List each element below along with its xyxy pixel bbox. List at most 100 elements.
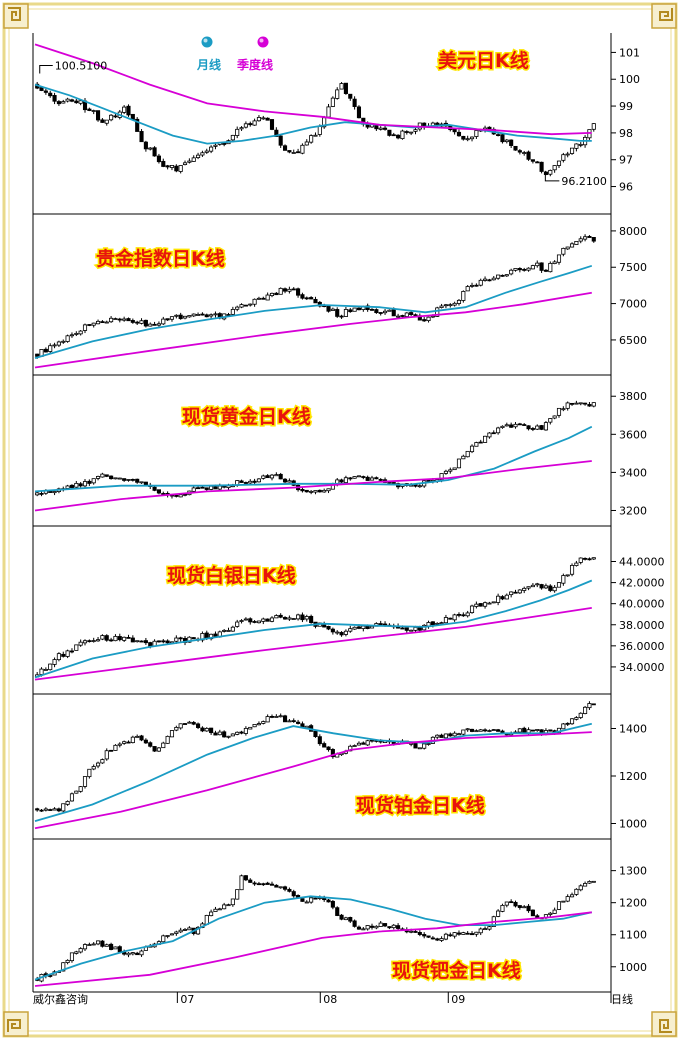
candle-up bbox=[43, 669, 48, 671]
candle-down bbox=[400, 627, 405, 630]
candle-down bbox=[222, 731, 227, 738]
candle-up bbox=[465, 450, 470, 458]
candle-down bbox=[139, 131, 144, 143]
legend-dot bbox=[257, 36, 269, 48]
candle-up bbox=[122, 106, 127, 113]
candle-down bbox=[430, 621, 435, 626]
candle-down bbox=[539, 425, 544, 430]
candle-up bbox=[583, 236, 588, 240]
candle-up bbox=[122, 741, 127, 744]
candle-up bbox=[369, 477, 375, 481]
candle-down bbox=[478, 603, 483, 607]
candle-up bbox=[461, 932, 466, 935]
candle-down bbox=[300, 898, 305, 902]
candle-down bbox=[487, 279, 492, 282]
candle-up bbox=[91, 478, 96, 484]
candle-down bbox=[52, 95, 57, 102]
candle-up bbox=[217, 485, 222, 490]
y-tick-label: 101 bbox=[619, 46, 640, 59]
candle-up bbox=[561, 154, 566, 161]
candle-down bbox=[282, 617, 288, 620]
candle-up bbox=[352, 476, 357, 479]
candle-up bbox=[383, 310, 388, 314]
candle-down bbox=[100, 940, 105, 947]
candle-up bbox=[404, 312, 409, 317]
y-tick-label: 97 bbox=[619, 154, 633, 167]
candle-up bbox=[48, 345, 53, 352]
candle-down bbox=[100, 119, 105, 123]
series-line-monthly bbox=[34, 264, 593, 359]
candle-down bbox=[526, 905, 531, 912]
panel-3: 44.0000 42.0000 40.0000 38.0000 36.0000 34.00… bbox=[33, 556, 665, 695]
candle-up bbox=[522, 906, 527, 909]
candle-down bbox=[461, 135, 466, 140]
y-tick-label: 7000 bbox=[619, 298, 647, 311]
panel-title: 现货钯金日K线 bbox=[392, 959, 521, 982]
candle-up bbox=[574, 562, 579, 566]
candle-up bbox=[530, 584, 535, 588]
candle-up bbox=[226, 630, 231, 632]
candle-up bbox=[369, 625, 375, 629]
candle-up bbox=[230, 626, 235, 632]
y-tick-label: 3400 bbox=[619, 466, 647, 479]
candle-down bbox=[248, 123, 253, 126]
candle-down bbox=[478, 441, 483, 444]
candle-up bbox=[569, 718, 575, 725]
candle-down bbox=[374, 477, 379, 480]
candle-up bbox=[535, 425, 540, 430]
candle-down bbox=[326, 305, 331, 312]
candle-up bbox=[65, 335, 70, 342]
candle-up bbox=[126, 952, 131, 956]
candle-down bbox=[513, 591, 518, 594]
candle-down bbox=[48, 975, 53, 977]
candle-up bbox=[213, 313, 218, 316]
candle-up bbox=[56, 653, 61, 661]
candle-down bbox=[265, 618, 270, 622]
candle-down bbox=[543, 269, 548, 272]
candle-up bbox=[161, 742, 166, 749]
candle-down bbox=[87, 480, 92, 484]
candle-up bbox=[91, 322, 96, 326]
candle-up bbox=[465, 728, 470, 731]
candle-up bbox=[452, 467, 457, 471]
candle-up bbox=[439, 938, 444, 941]
candle-up bbox=[243, 618, 248, 621]
candle-up bbox=[65, 485, 70, 489]
candle-down bbox=[591, 703, 596, 706]
candle-down bbox=[269, 883, 275, 886]
candles bbox=[35, 557, 596, 678]
candle-up bbox=[65, 98, 70, 102]
candle-up bbox=[591, 880, 596, 883]
candle-up bbox=[217, 908, 222, 911]
candle-up bbox=[374, 925, 379, 929]
candle-down bbox=[387, 129, 392, 136]
candle-up bbox=[483, 928, 488, 931]
candle-up bbox=[465, 612, 470, 617]
candle-up bbox=[435, 307, 440, 317]
candle-up bbox=[343, 917, 348, 921]
candle-up bbox=[469, 605, 475, 614]
candle-down bbox=[278, 614, 283, 618]
candle-up bbox=[100, 759, 105, 764]
candle-down bbox=[522, 268, 527, 271]
candle-down bbox=[39, 809, 44, 812]
candle-up bbox=[252, 724, 257, 728]
candle-down bbox=[69, 650, 75, 653]
candle-down bbox=[182, 493, 188, 496]
y-tick-label: 8000 bbox=[619, 225, 647, 238]
candle-up bbox=[565, 153, 570, 156]
candle-up bbox=[82, 944, 88, 950]
candle-up bbox=[191, 487, 196, 492]
candle-down bbox=[100, 321, 105, 324]
annotation-label: 96.2100 bbox=[561, 175, 607, 188]
candle-down bbox=[309, 615, 314, 623]
candle-up bbox=[309, 490, 314, 493]
source-label: 威尔鑫咨询 bbox=[33, 992, 88, 1006]
candle-down bbox=[513, 901, 518, 907]
candle-up bbox=[78, 330, 83, 335]
candle-down bbox=[239, 480, 244, 483]
candle-up bbox=[304, 141, 309, 146]
candle-up bbox=[165, 735, 170, 744]
candle-down bbox=[130, 320, 135, 323]
